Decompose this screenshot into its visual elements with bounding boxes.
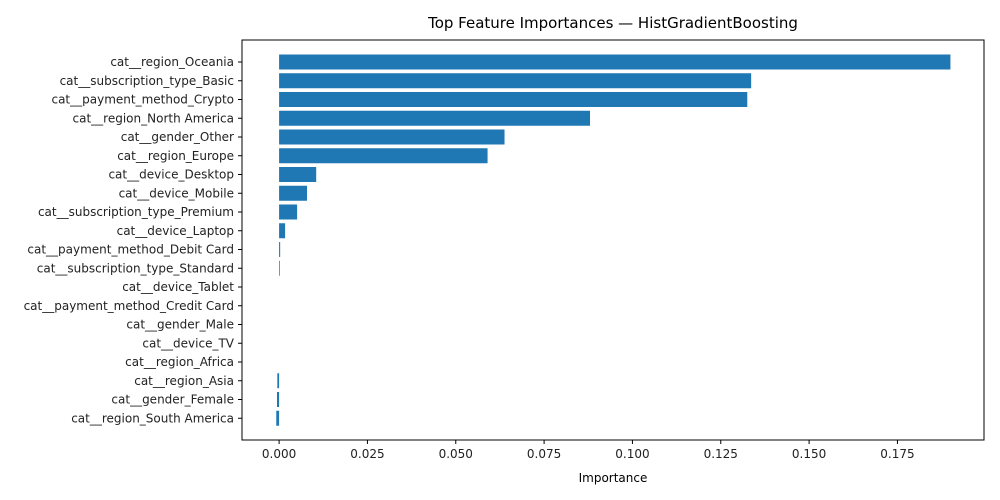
chart-title: Top Feature Importances — HistGradientBo… bbox=[427, 14, 798, 32]
x-tick-label: 0.175 bbox=[880, 447, 914, 461]
bar-8 bbox=[279, 204, 298, 220]
y-tick-label: cat__device_Desktop bbox=[108, 168, 234, 182]
bar-1 bbox=[279, 73, 752, 89]
x-tick-label: 0.150 bbox=[792, 447, 826, 461]
x-tick-label: 0.075 bbox=[527, 447, 561, 461]
x-tick-label: 0.100 bbox=[615, 447, 649, 461]
bar-10 bbox=[279, 242, 281, 257]
y-tick-label: cat__gender_Other bbox=[121, 130, 234, 144]
y-tick-label: cat__gender_Male bbox=[126, 318, 234, 332]
bar-2 bbox=[279, 92, 748, 107]
x-axis-label: Importance bbox=[579, 471, 648, 485]
x-tick-label: 0.000 bbox=[262, 447, 296, 461]
y-tick-label: cat__region_Africa bbox=[125, 355, 234, 369]
x-tick-label: 0.050 bbox=[439, 447, 473, 461]
y-tick-label: cat__subscription_type_Premium bbox=[38, 205, 234, 219]
y-tick-label: cat__region_North America bbox=[73, 111, 234, 125]
y-tick-label: cat__payment_method_Credit Card bbox=[24, 299, 234, 313]
y-tick-label: cat__region_South America bbox=[71, 411, 234, 425]
bar-3 bbox=[279, 110, 591, 126]
y-tick-labels: cat__region_Oceania cat__subscription_typ… bbox=[24, 55, 242, 425]
y-tick-label: cat__device_Mobile bbox=[119, 186, 234, 200]
bar-19 bbox=[276, 410, 280, 426]
y-tick-label: cat__subscription_type_Standard bbox=[37, 261, 234, 275]
y-tick-label: cat__region_Europe bbox=[117, 149, 234, 163]
bars-group bbox=[276, 54, 951, 426]
bar-17 bbox=[277, 373, 280, 389]
x-tick-label: 0.125 bbox=[704, 447, 738, 461]
bar-9 bbox=[279, 223, 286, 239]
y-tick-label: cat__payment_method_Crypto bbox=[51, 93, 234, 107]
y-tick-label: cat__device_Laptop bbox=[117, 224, 234, 238]
x-ticks: 0.000 0.025 0.050 0.075 0.100 0.125 0.150 0.175 bbox=[262, 440, 915, 461]
x-tick-label: 0.025 bbox=[350, 447, 384, 461]
bar-6 bbox=[279, 167, 317, 182]
y-tick-label: cat__subscription_type_Basic bbox=[60, 74, 234, 88]
y-tick-label: cat__payment_method_Debit Card bbox=[27, 243, 234, 257]
bar-4 bbox=[279, 129, 505, 145]
bar-18 bbox=[276, 392, 280, 407]
bar-0 bbox=[279, 54, 951, 70]
bar-5 bbox=[279, 148, 488, 164]
y-tick-label: cat__gender_Female bbox=[111, 393, 234, 407]
plot-frame bbox=[241, 39, 985, 441]
bar-11 bbox=[279, 260, 280, 276]
y-tick-label: cat__region_Oceania bbox=[110, 55, 234, 69]
y-tick-label: cat__region_Asia bbox=[134, 374, 234, 388]
y-tick-label: cat__device_Tablet bbox=[122, 280, 234, 294]
bar-7 bbox=[279, 185, 308, 201]
y-tick-label: cat__device_TV bbox=[142, 336, 234, 350]
